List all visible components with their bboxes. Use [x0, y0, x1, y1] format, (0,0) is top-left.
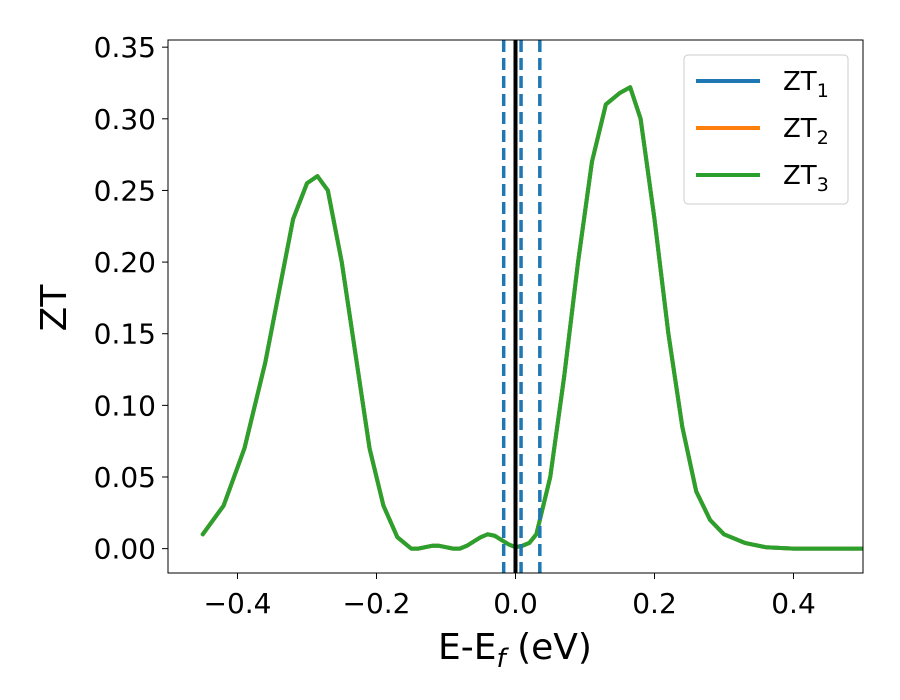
x-tick-label: 0.4 [771, 587, 816, 620]
y-axis: 0.00 0.05 0.10 0.15 0.20 0.25 0.30 0.35 [94, 31, 168, 566]
y-tick-label: 0.35 [94, 31, 156, 64]
x-tick-label: 0.2 [632, 587, 677, 620]
plot-area [200, 40, 863, 573]
legend-label-zt3: ZT3 [783, 161, 829, 196]
legend: ZT1 ZT2 ZT3 [683, 54, 849, 205]
y-tick-label: 0.20 [94, 246, 156, 279]
x-axis: −0.4 −0.2 0.0 0.2 0.4 [204, 573, 816, 620]
y-tick-label: 0.15 [94, 318, 156, 351]
x-tick-label: −0.4 [204, 587, 272, 620]
legend-label-zt2: ZT2 [783, 114, 829, 149]
y-tick-label: 0.05 [94, 461, 156, 494]
x-tick-label: 0.0 [493, 587, 538, 620]
y-tick-label: 0.10 [94, 389, 156, 422]
series-line-zt3 [200, 85, 863, 551]
legend-label-zt1: ZT1 [783, 67, 829, 102]
y-axis-label: ZT [34, 284, 75, 332]
y-tick-label: 0.25 [94, 174, 156, 207]
y-tick-label: 0.00 [94, 533, 156, 566]
x-tick-label: −0.2 [343, 587, 411, 620]
legend-box [683, 54, 849, 205]
y-tick-label: 0.30 [94, 103, 156, 136]
x-axis-label: E-Ef (eV) [438, 627, 592, 674]
